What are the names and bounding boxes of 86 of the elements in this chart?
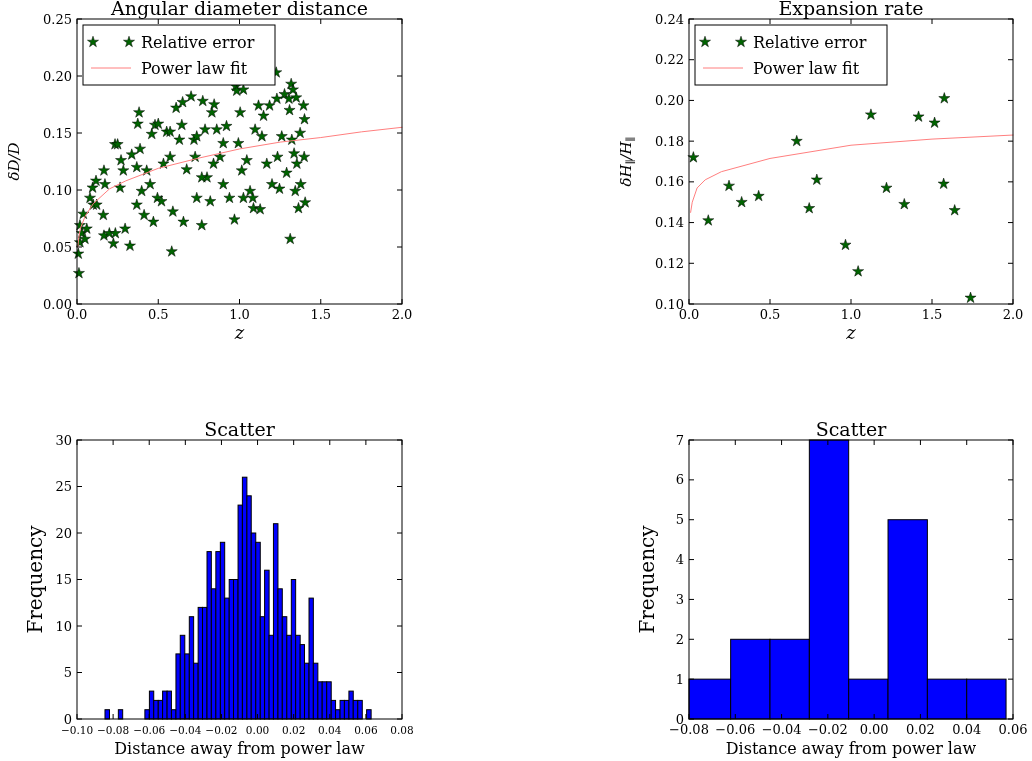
- x-tick-label: −0.06: [715, 722, 756, 737]
- y-tick-label: 6: [675, 472, 684, 488]
- point: [898, 198, 911, 210]
- point: [790, 135, 803, 147]
- y-tick-label: 4: [675, 552, 684, 568]
- y-tick-label: 30: [55, 432, 72, 448]
- x-tick-label: 1.5: [921, 307, 943, 322]
- x-tick-label: 0.00: [859, 722, 889, 737]
- y-tick-label: 15: [55, 572, 72, 588]
- x-tick-label: 1.0: [229, 307, 250, 322]
- point: [752, 190, 765, 202]
- y-tick-label: 0.14: [655, 215, 684, 231]
- x-tick-label: 1.5: [310, 307, 332, 322]
- point: [938, 92, 951, 104]
- y-tick-label: 0.25: [43, 11, 72, 27]
- point: [948, 204, 961, 216]
- y-tick-label: 0.18: [655, 133, 684, 149]
- x-tick-label: 0.04: [952, 722, 982, 737]
- y-tick-label: 5: [675, 512, 684, 528]
- y-axis-title: Frequency: [635, 524, 659, 634]
- legend-label: Power law fit: [753, 58, 860, 78]
- y-tick-label: 0.10: [43, 182, 72, 198]
- x-tick-label: −0.06: [133, 724, 166, 736]
- y-tick-label: 7: [675, 432, 684, 448]
- chart-title: Scatter: [815, 418, 888, 440]
- point: [687, 151, 700, 163]
- chart-title: Expansion rate: [778, 0, 924, 19]
- y-tick-label: 0.22: [655, 52, 684, 68]
- y-tick-label: 10: [55, 618, 72, 634]
- y-axis-title: δD/D: [5, 142, 23, 181]
- x-tick-label: −0.04: [761, 722, 802, 737]
- point: [912, 110, 925, 122]
- point: [865, 108, 877, 120]
- point: [852, 265, 864, 277]
- x-tick-label: 2.0: [391, 307, 413, 322]
- y-tick-label: 0.16: [655, 174, 684, 190]
- point: [839, 238, 852, 250]
- point: [928, 116, 941, 128]
- x-tick-label: 0.02: [281, 724, 306, 736]
- x-tick-label: 0.00: [245, 724, 270, 736]
- x-axis-title: z: [233, 322, 245, 343]
- y-axis-title: Frequency: [23, 524, 47, 634]
- x-tick-label: 0.06: [998, 722, 1028, 737]
- x-tick-label: −0.10: [60, 724, 94, 736]
- y-tick-label: 5: [63, 665, 72, 681]
- point: [735, 196, 748, 208]
- x-tick-label: −0.02: [205, 724, 238, 736]
- y-tick-label: 1: [675, 671, 684, 687]
- x-tick-label: 2.0: [1002, 307, 1024, 322]
- x-axis-title: Distance away from power law: [114, 739, 366, 758]
- y-tick-label: 3: [675, 591, 684, 607]
- point: [880, 181, 893, 193]
- x-tick-label: 0.5: [759, 307, 781, 322]
- y-tick-label: 0.05: [43, 239, 72, 255]
- x-axis-title: Distance away from power law: [725, 739, 977, 758]
- x-tick-label: −0.02: [807, 722, 848, 737]
- y-tick-label: 0.12: [655, 255, 684, 271]
- y-tick-label: 0: [63, 711, 72, 727]
- y-tick-label: 20: [55, 525, 72, 541]
- x-tick-label: 0.02: [905, 722, 935, 737]
- point: [937, 177, 950, 189]
- y-tick-label: 0.15: [43, 125, 72, 141]
- point: [723, 179, 735, 191]
- line-series: [690, 134, 1014, 213]
- x-tick-label: 0.08: [390, 724, 414, 736]
- legend-label: Relative error: [753, 32, 867, 52]
- chart-title: Angular diameter distance: [110, 0, 368, 19]
- x-tick-label: −0.04: [169, 724, 202, 736]
- x-tick-label: 1.0: [840, 307, 862, 322]
- chart-title: Scatter: [204, 418, 276, 440]
- x-tick-label: 0.04: [318, 724, 342, 736]
- y-tick-label: 2: [675, 631, 684, 647]
- legend-label: Power law fit: [141, 58, 248, 78]
- point: [811, 173, 823, 185]
- point: [702, 214, 715, 226]
- legend-label: Relative error: [141, 32, 255, 52]
- y-tick-label: 0.20: [655, 92, 684, 108]
- x-tick-label: −0.08: [97, 724, 130, 736]
- x-tick-label: 0.5: [147, 307, 169, 322]
- x-tick-label: 0.06: [354, 724, 378, 736]
- y-tick-label: 25: [55, 479, 72, 495]
- y-tick-label: 0.20: [43, 68, 72, 84]
- x-axis-title: z: [845, 322, 857, 343]
- y-tick-label: 0.24: [655, 11, 684, 27]
- point: [964, 291, 977, 303]
- point: [803, 202, 815, 214]
